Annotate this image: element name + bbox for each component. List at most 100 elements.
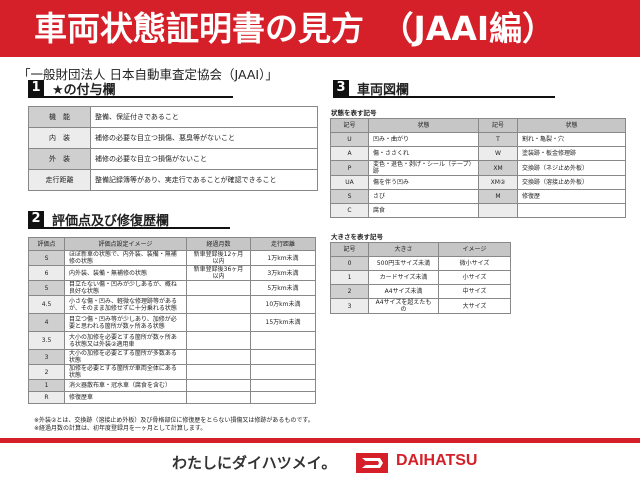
table-cell: C [330, 203, 369, 218]
table-cell: R [28, 391, 65, 404]
table-cell: 5 [28, 280, 65, 296]
table-cell: U [330, 132, 369, 147]
state-symbols-table: 記号 状態 記号 状態 U 凹み・曲がり T 割れ・亀裂・穴 A 傷・ささくれ W 塗装跡・板金修理跡… [330, 118, 626, 218]
table-cell: 2 [330, 284, 369, 299]
table-cell: さび [368, 189, 479, 204]
table-row: 機 能整備、保証付きであること [28, 106, 318, 128]
section3-header: 3 車両図欄 [333, 80, 555, 98]
table-cell: 大小の加修を必要とする箇所が数ヶ所ある状態又は外装②適用車 [64, 331, 187, 350]
table-cell: 1 [28, 379, 65, 392]
section-number: 2 [28, 211, 44, 227]
table-row: R 修復歴車 [28, 391, 316, 404]
table-cell: 500円玉サイズ未満 [368, 256, 439, 271]
table-cell: 交換跡（ネジ止め外板） [517, 160, 626, 176]
table-row: 1 消火器散布車・冠水車（腐食を含む） [28, 379, 316, 392]
table-cell: S [28, 250, 65, 266]
table-cell: 0 [330, 256, 369, 271]
row-key: 走行距離 [28, 169, 91, 191]
table-cell: XM [478, 160, 518, 176]
column-header: 記号 [330, 242, 369, 257]
table-row: 内 装補修の必要な目立つ損傷、悪臭等がないこと [28, 127, 318, 149]
table-cell: UA [330, 175, 369, 190]
table-cell: 目立たない傷・凹みが少しあるが、概ね良好な状態 [64, 280, 187, 296]
column-header: 大きさ [368, 242, 439, 257]
column-header: 記号 [330, 118, 369, 133]
table-cell: 凹み・曲がり [368, 132, 479, 147]
table-cell: 大サイズ [438, 298, 511, 314]
table-row: S さび M 修復歴 [330, 189, 626, 204]
table-row: 6 内外装、装備・無補修の状態 新車登録後36ヶ月以内 3万km未満 [28, 265, 316, 281]
daihatsu-logo-text: DAIHATSU [396, 452, 478, 469]
table-cell: 消火器散布車・冠水車（腐食を含む） [64, 379, 187, 392]
table-cell: 1 [330, 270, 369, 285]
table-cell: S [330, 189, 369, 204]
table-cell [517, 203, 626, 218]
table-cell: XM② [478, 175, 518, 190]
row-desc: 整備記録簿等があり、実走行であることが確認できること [90, 169, 318, 191]
row-desc: 整備、保証付きであること [90, 106, 318, 128]
table-cell: カードサイズ未満 [368, 270, 439, 285]
row-key: 外 装 [28, 148, 91, 170]
footnote: ※経過月数の計算は、初年度登録月を一ヶ月として計算します。 [34, 425, 207, 432]
table-cell: 目立つ傷・凹み等が少しあり、加修が必要と思われる箇所が数ヶ所ある状態 [64, 313, 187, 332]
column-header: 経過月数 [186, 237, 251, 251]
table-cell: 3 [330, 298, 369, 314]
table-cell: 交換跡（溶接止め外板） [517, 175, 626, 190]
section-title: ★の付与欄 [52, 82, 116, 98]
table-cell [250, 391, 316, 404]
table-cell [186, 295, 251, 314]
table-cell: 15万km未満 [250, 313, 316, 332]
row-key: 機 能 [28, 106, 91, 128]
footnote: ※外装②とは、交換跡（溶接止め外板）及び骨格部位に修復歴をとらない損傷又は修跡が… [34, 417, 314, 424]
table-cell: 変色・退色・剥げ・シール（テープ）跡 [368, 160, 479, 176]
section-number: 1 [28, 80, 44, 96]
table-cell: 塗装跡・板金修理跡 [517, 146, 626, 161]
column-header: イメージ [438, 242, 511, 257]
table-cell [250, 379, 316, 392]
organization-name: 「一般財団法人 日本自動車査定協会（JAAI）」 [18, 67, 278, 82]
table-cell [186, 391, 251, 404]
table-cell: 2 [28, 364, 65, 380]
table-cell: 修復歴車 [64, 391, 187, 404]
slogan-logo: わたしにダイハツメイ。 [172, 454, 337, 472]
table-cell: 新車登録後12ヶ月以内 [186, 250, 251, 266]
table-cell: A4サイズを超えたもの [368, 298, 439, 314]
table-cell: A [330, 146, 369, 161]
size-symbols-label: 大きさを表す記号 [331, 233, 383, 241]
state-symbols-label: 状態を表す記号 [331, 109, 377, 117]
table-row: 走行距離 整備記録簿等があり、実走行であることが確認できること [28, 169, 318, 191]
table-cell [186, 331, 251, 350]
table-cell [186, 313, 251, 332]
table-cell: ほぼ新車の状態で、内外装、装備・無補修の状態 [64, 250, 187, 266]
table-cell: 内外装、装備・無補修の状態 [64, 265, 187, 281]
daihatsu-mark-icon [356, 453, 388, 473]
table-row: 4.5 小さな傷・凹み、軽微な修理跡等があるが、そのまま加修せずに十分乗れる状態 1… [28, 295, 316, 314]
footnotes: ※外装②とは、交換跡（溶接止め外板）及び骨格部位に修復歴をとらない損傷又は修跡が… [34, 417, 314, 433]
table-row: 0 500円玉サイズ未満 微小サイズ [330, 256, 511, 271]
size-symbols-table: 記号 大きさ イメージ 0 500円玉サイズ未満 微小サイズ 1 カードサイズ未満 小サイズ 2 A… [330, 242, 511, 314]
table-row: A 傷・ささくれ W 塗装跡・板金修理跡 [330, 146, 626, 161]
row-key: 内 装 [28, 127, 91, 149]
table-cell: T [478, 132, 518, 147]
table-row: S ほぼ新車の状態で、内外装、装備・無補修の状態 新車登録後12ヶ月以内 1万km未満 [28, 250, 316, 266]
page-title-banner: 車両状態証明書の見方 （JAAI編） [0, 0, 640, 57]
row-desc: 補修の必要な目立つ損傷、悪臭等がないこと [90, 127, 318, 149]
section-title: 評価点及び修復歴欄 [52, 213, 170, 229]
table-cell: P [330, 160, 369, 176]
column-header: 評価点設定イメージ [64, 237, 187, 251]
table-cell: 修復歴 [517, 189, 626, 204]
table-cell [186, 364, 251, 380]
table-cell: 微小サイズ [438, 256, 511, 271]
table-cell: 腐食 [368, 203, 479, 218]
table-cell: W [478, 146, 518, 161]
score-table: 評価点 評価点設定イメージ 経過月数 走行距離 S ほぼ新車の状態で、内外装、装備・無補修… [28, 237, 316, 404]
table-cell: 傷・ささくれ [368, 146, 479, 161]
table-row: 3 A4サイズを超えたもの 大サイズ [330, 298, 511, 314]
table-cell: 3 [28, 349, 65, 365]
table-cell [478, 203, 518, 218]
table-cell: 4.5 [28, 295, 65, 314]
table-row: 2 加修を必要とする箇所が車両全体にある状態 [28, 364, 316, 380]
table-cell [186, 349, 251, 365]
table-row: 3 大小の加修を必要とする箇所が多数ある状態 [28, 349, 316, 365]
table-row: UA 傷を伴う凹み XM② 交換跡（溶接止め外板） [330, 175, 626, 190]
